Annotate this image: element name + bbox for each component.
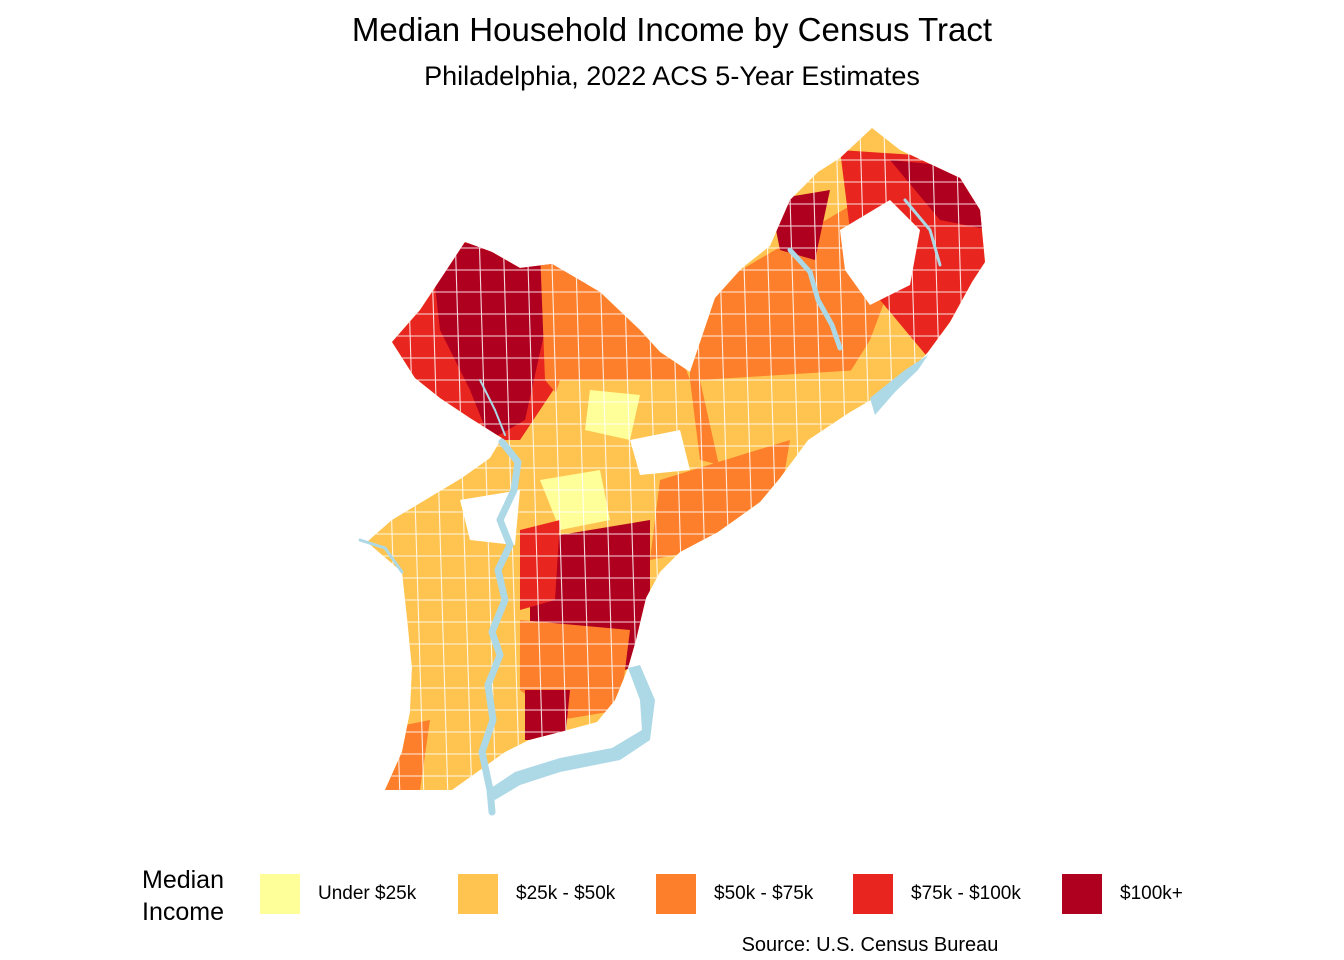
region-chestnut-hill xyxy=(430,240,545,440)
region-navy-yard xyxy=(525,690,570,740)
legend-title: Median Income xyxy=(142,866,224,926)
cobbs-creek xyxy=(358,538,404,574)
schuylkill-river xyxy=(478,438,522,816)
legend-swatch xyxy=(1062,874,1102,914)
rivers xyxy=(358,198,942,816)
legend-item-25k-50k: $25k - $50k xyxy=(458,874,615,914)
legend-label: $25k - $50k xyxy=(516,883,616,904)
legend-swatch xyxy=(458,874,498,914)
source-caption: Source: U.S. Census Bureau xyxy=(741,934,999,956)
legend-label: $100k+ xyxy=(1120,883,1183,904)
legend-swatch xyxy=(260,874,300,914)
legend-label: $50k - $75k xyxy=(714,883,814,904)
legend-label: Under $25k xyxy=(318,883,417,904)
region-river-wards xyxy=(650,440,790,560)
pennypack-creek xyxy=(787,247,843,351)
legend-item-75k-100k: $75k - $100k xyxy=(853,874,1021,914)
region-center-ring xyxy=(520,520,560,610)
creek-branch xyxy=(903,198,942,267)
delaware-river-south xyxy=(488,665,655,800)
water-bodies xyxy=(488,355,928,800)
wissahickon-creek xyxy=(479,379,506,436)
legend-label: $75k - $100k xyxy=(911,883,1021,904)
legend-swatch xyxy=(656,874,696,914)
region-north-lowest-2 xyxy=(540,470,610,530)
legend-item-under-25k: Under $25k xyxy=(260,874,416,914)
legend-item-100k-plus: $100k+ xyxy=(1062,874,1183,914)
delaware-river-north xyxy=(870,355,928,415)
legend-swatch xyxy=(853,874,893,914)
legend-item-50k-75k: $50k - $75k xyxy=(656,874,813,914)
map-subtitle: Philadelphia, 2022 ACS 5-Year Estimates xyxy=(424,61,920,91)
map-title: Median Household Income by Census Tract xyxy=(351,11,993,48)
